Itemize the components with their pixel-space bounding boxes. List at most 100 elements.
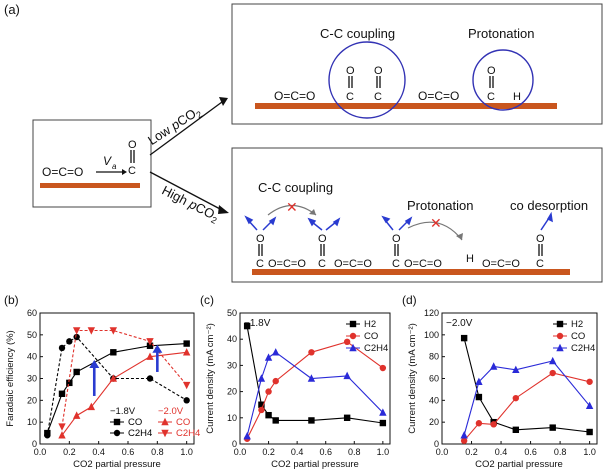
- high-arrowhead: [218, 205, 229, 214]
- blue-motion-arrows: [244, 211, 553, 231]
- data-point: [512, 394, 520, 402]
- data-point: [475, 377, 483, 385]
- x-tick-label: 0.2: [465, 447, 478, 457]
- data-point: [343, 338, 351, 346]
- panel-a-label: (a): [4, 2, 20, 17]
- data-point: [490, 421, 497, 428]
- data-point: [265, 388, 272, 395]
- data-point: [343, 371, 351, 380]
- series-line-2: [463, 360, 591, 436]
- x-axis-label: CO2 partial pressure: [271, 459, 359, 470]
- data-point: [58, 431, 66, 439]
- top-co1-o: O: [346, 65, 355, 77]
- svg-text:C: C: [256, 258, 264, 270]
- legend-marker: [349, 320, 357, 328]
- initial-state-box: [32, 119, 152, 208]
- chart-current-density-1p8v: (c) 0.0 0.2 0.4 0.6 0.8 1.0 0 10 20 30 40 50 CO2 part…: [200, 293, 391, 470]
- cc-blocked-x: ✕: [286, 199, 298, 215]
- data-point: [549, 356, 557, 365]
- x-tick-label: 0.4: [495, 447, 508, 457]
- bottom-co2-1: O=C=O: [268, 258, 306, 270]
- svg-text:C: C: [392, 258, 400, 270]
- svg-text:O: O: [536, 233, 545, 245]
- x-tick-label: 0.0: [436, 447, 449, 457]
- x-tick-label: 0.6: [122, 447, 135, 457]
- x-tick-label: 0.6: [319, 447, 332, 457]
- x-tick-label: 0.2: [262, 447, 275, 457]
- low-pressure-arrow: [149, 101, 223, 156]
- data-point: [72, 411, 81, 419]
- data-point: [265, 411, 272, 419]
- svg-text:O: O: [392, 233, 401, 245]
- data-point: [87, 402, 96, 411]
- surface-top: [255, 103, 557, 109]
- data-point: [182, 348, 191, 356]
- data-point: [58, 344, 66, 352]
- cc-coupling-circle: [328, 41, 406, 119]
- x-tick-label: 1.0: [583, 447, 596, 457]
- legend-marker: [161, 429, 169, 438]
- plot-frame: [239, 312, 391, 445]
- data-point: [146, 352, 154, 360]
- bottom-co-1: O C: [256, 233, 265, 270]
- y-tick-label: 60: [429, 374, 439, 384]
- svg-text:C: C: [536, 258, 544, 270]
- legend-label: H2: [571, 319, 583, 330]
- protonation-circle: [472, 49, 534, 111]
- bottom-co2-4: O=C=O: [482, 258, 520, 270]
- series-line-1: [463, 372, 590, 442]
- y-axis-label: Faradaic efficiency (%): [5, 330, 16, 426]
- low-arrowhead: [219, 97, 228, 106]
- bottom-co2-2: O=C=O: [334, 258, 372, 270]
- data-point: [475, 393, 483, 401]
- data-point: [110, 349, 117, 356]
- y-tick-label: 30: [227, 360, 237, 370]
- y-axis-label: Current density (mA cm⁻²): [407, 323, 418, 434]
- low-pco2-label: Low pCO2: [145, 103, 204, 150]
- data-point: [146, 338, 154, 346]
- data-point: [460, 437, 468, 444]
- y-tick-label: 30: [27, 374, 37, 384]
- legend-label: CO: [128, 417, 142, 428]
- y-tick-label: 20: [227, 387, 237, 397]
- adsorbed-c: C: [128, 165, 136, 177]
- legend-marker: [113, 418, 121, 426]
- data-point: [183, 340, 190, 347]
- series-line-2: [61, 351, 187, 436]
- data-point: [379, 419, 387, 427]
- data-point: [109, 374, 118, 382]
- y-tick-label: 80: [429, 352, 439, 362]
- x-tick-label: 1.0: [377, 447, 390, 457]
- cc-curve-head: [309, 209, 316, 215]
- data-point: [257, 374, 266, 382]
- top-co2-1: O=C=O: [274, 89, 315, 103]
- y-axis-label: Current density (mA cm⁻²): [205, 323, 216, 434]
- svg-text:C: C: [318, 258, 326, 270]
- data-point: [182, 381, 191, 390]
- data-point: [489, 362, 498, 370]
- data-point: [379, 364, 387, 372]
- x-tick-label: 0.0: [234, 447, 247, 457]
- bottom-protonation-label: Protonation: [407, 198, 474, 213]
- data-point: [549, 369, 556, 377]
- data-point: [460, 334, 468, 342]
- x-tick-label: 0.4: [92, 447, 105, 457]
- top-protonation-label: Protonation: [468, 26, 535, 41]
- legend-label: CO: [176, 417, 190, 428]
- y-tick-label: 40: [429, 395, 439, 405]
- x-tick-label: 0.0: [34, 447, 47, 457]
- panel-label: (d): [402, 293, 417, 307]
- y-tick-label: 40: [227, 334, 237, 344]
- chart-faradaic-efficiency: (b) 0.0 0.2 0.4 0.6 0.8 1.0 0 10 20 30 40 50 60 CO2 pa…: [4, 293, 200, 470]
- data-point: [379, 408, 387, 416]
- data-point: [183, 397, 190, 404]
- velocity-subscript: a: [112, 162, 117, 171]
- legend-marker: [556, 320, 564, 328]
- increase-arrowhead: [89, 360, 100, 369]
- bottom-co-3: O C: [392, 233, 401, 270]
- legend-label: C2H4: [571, 343, 595, 354]
- data-point: [58, 390, 66, 397]
- data-point: [44, 432, 51, 439]
- legend-title-b: −2.0V: [158, 406, 184, 417]
- data-point: [308, 349, 315, 356]
